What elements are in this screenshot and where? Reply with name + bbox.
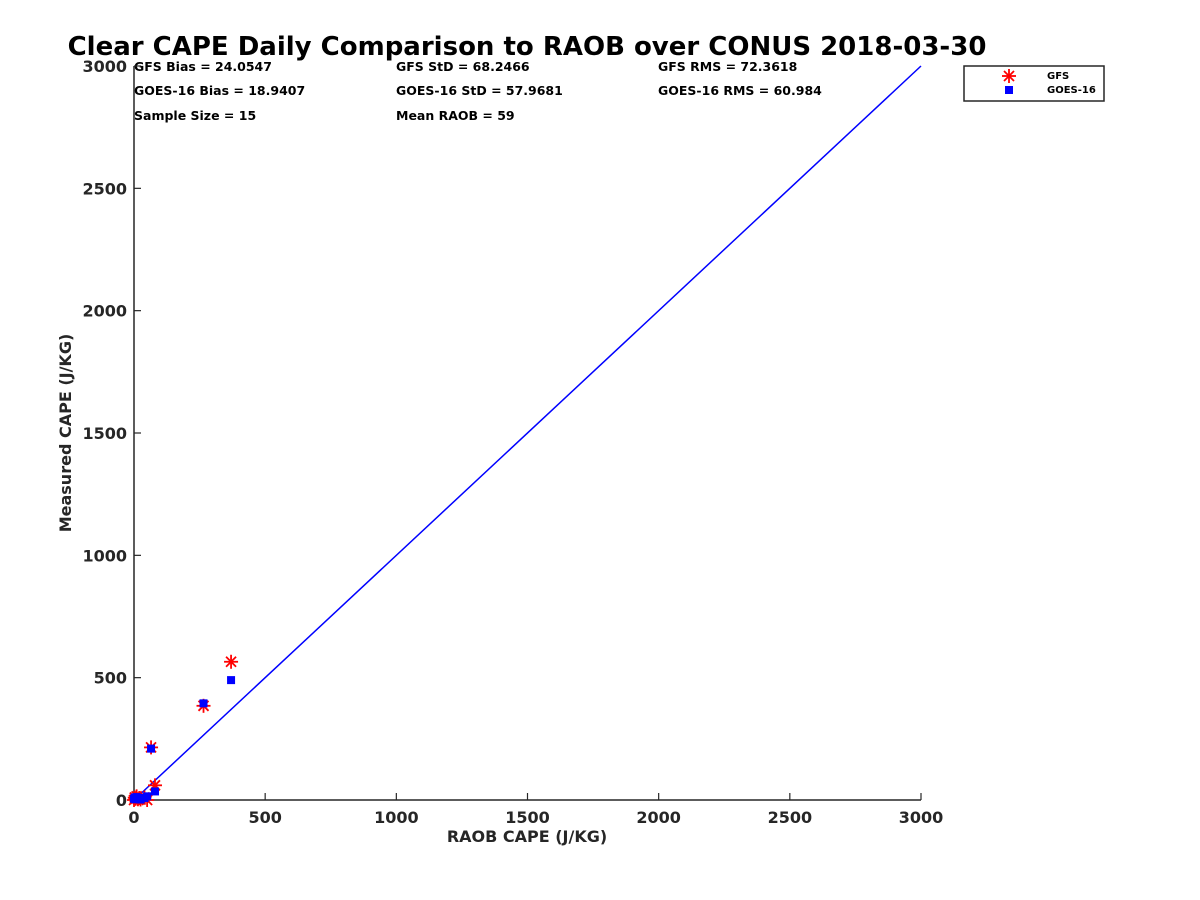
- y-tick-label: 2000: [82, 302, 127, 321]
- legend-gfs-marker-icon: [1002, 69, 1016, 83]
- data-points: [127, 654, 239, 807]
- gfs-point: [224, 654, 239, 669]
- x-tick-label: 1000: [374, 808, 419, 827]
- goes16-point: [143, 792, 152, 801]
- x-tick-label: 3000: [899, 808, 944, 827]
- y-tick-label: 3000: [82, 57, 127, 76]
- x-tick-label: 2500: [768, 808, 813, 827]
- stat-gfs-bias: GFS Bias = 24.0547: [134, 59, 272, 74]
- legend-goes-marker-icon: [1005, 86, 1013, 94]
- stat-mean-raob: Mean RAOB = 59: [396, 108, 515, 123]
- x-tick-label: 1500: [505, 808, 550, 827]
- goes16-point: [199, 699, 208, 708]
- stat-goes-std: GOES-16 StD = 57.9681: [396, 83, 563, 98]
- stat-goes-bias: GOES-16 Bias = 18.9407: [134, 83, 305, 98]
- y-tick-label: 2500: [82, 179, 127, 198]
- stat-gfs-std: GFS StD = 68.2466: [396, 59, 530, 74]
- x-axis-label: RAOB CAPE (J/KG): [447, 827, 607, 846]
- stat-goes-rms: GOES-16 RMS = 60.984: [658, 83, 822, 98]
- x-tick-label: 500: [248, 808, 281, 827]
- y-tick-label: 1000: [82, 546, 127, 565]
- y-axis-label: Measured CAPE (J/KG): [56, 334, 75, 533]
- legend-box: [963, 65, 1105, 102]
- x-tick-label: 2000: [636, 808, 681, 827]
- y-tick-label: 1500: [82, 424, 127, 443]
- goes16-point: [147, 744, 156, 753]
- y-tick-label: 0: [116, 791, 127, 810]
- chart-title: Clear CAPE Daily Comparison to RAOB over…: [68, 32, 987, 62]
- legend: GFS GOES-16: [963, 65, 1105, 102]
- x-tick-label: 0: [128, 808, 139, 827]
- legend-gfs-label: GFS: [1047, 71, 1069, 82]
- reference-line: [133, 65, 922, 801]
- one-to-one-line: [133, 65, 922, 801]
- goes16-point: [150, 787, 159, 796]
- stat-gfs-rms: GFS RMS = 72.3618: [658, 59, 797, 74]
- y-tick-label: 500: [94, 669, 127, 688]
- legend-goes-label: GOES-16: [1047, 85, 1096, 96]
- stat-sample-size: Sample Size = 15: [134, 108, 256, 123]
- y-ticks: 0 500 1000 1500 2000 2500 3000: [82, 57, 141, 810]
- goes16-point: [227, 676, 236, 685]
- stats-block: GFS Bias = 24.0547 GFS StD = 68.2466 GFS…: [134, 59, 822, 123]
- x-ticks: 0 500 1000 1500 2000 2500 3000: [128, 793, 943, 827]
